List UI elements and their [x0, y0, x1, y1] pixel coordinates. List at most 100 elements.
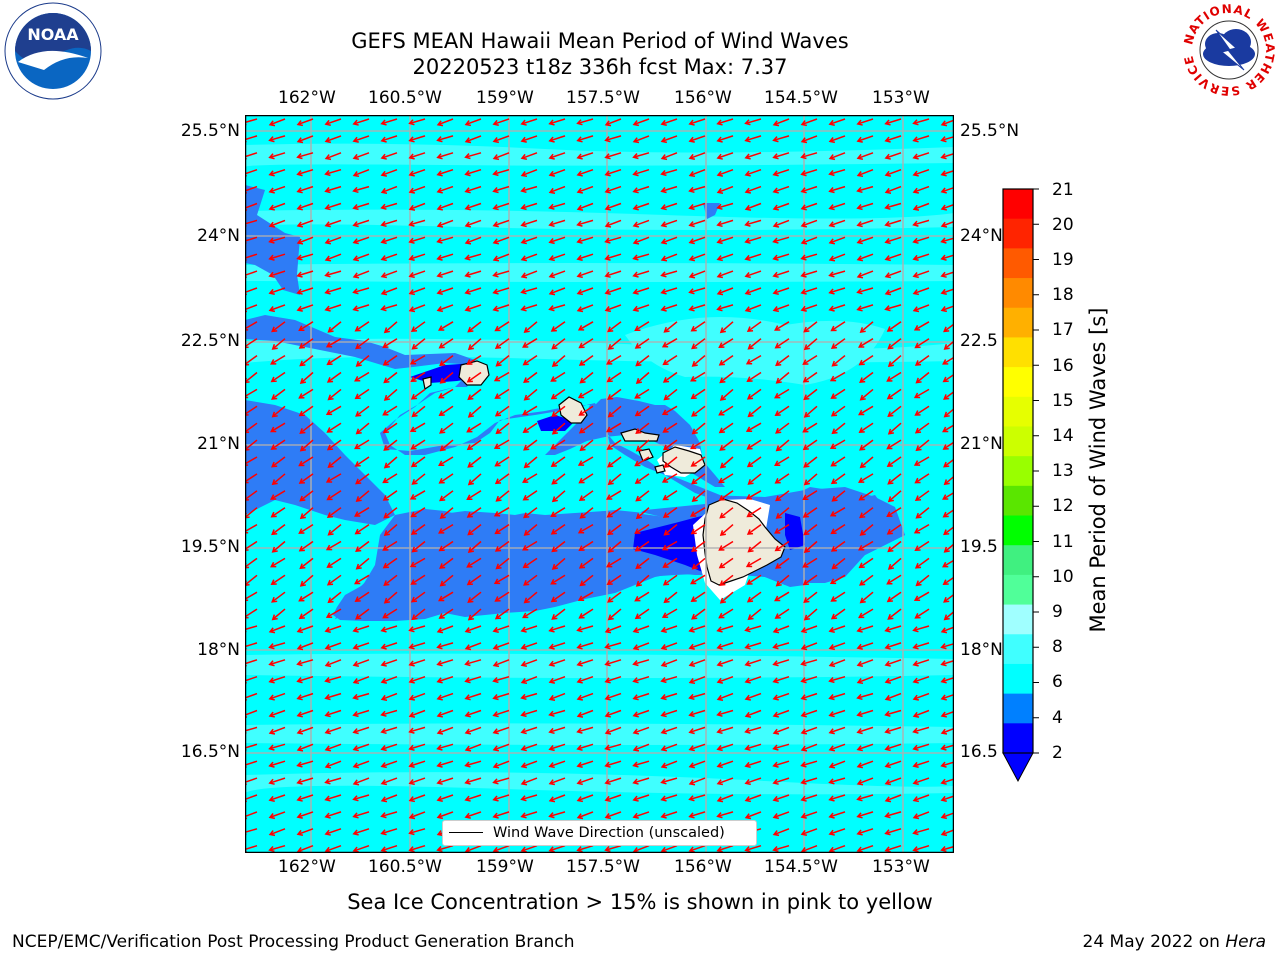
wind-wave-arrow	[296, 135, 314, 144]
wind-wave-arrow	[856, 304, 874, 312]
wind-wave-arrow	[408, 168, 426, 177]
wind-wave-arrow	[299, 371, 314, 384]
wind-wave-arrow	[716, 152, 734, 160]
wind-wave-arrow	[856, 642, 874, 650]
wind-wave-arrow	[466, 354, 482, 365]
wind-wave-arrow	[522, 422, 538, 433]
wind-wave-arrow	[716, 675, 734, 684]
wind-wave-arrow	[660, 152, 678, 161]
wind-wave-arrow	[408, 135, 426, 143]
wind-wave-arrow	[299, 422, 314, 434]
wind-wave-arrow	[774, 608, 790, 619]
chart-title-line1: GEFS MEAN Hawaii Mean Period of Wind Wav…	[351, 29, 849, 53]
wind-wave-arrow	[271, 321, 286, 333]
wind-wave-arrow	[548, 760, 566, 769]
colorbar-tick-label: 12	[1052, 496, 1074, 516]
wind-wave-arrow	[856, 844, 874, 853]
wind-wave-arrow	[884, 202, 902, 210]
wind-wave-direction-arrows	[245, 118, 954, 853]
wind-wave-arrow	[856, 253, 874, 262]
colorbar-tick-label: 17	[1052, 320, 1074, 340]
colorbar-block	[1003, 248, 1033, 279]
wind-wave-arrow	[299, 557, 314, 570]
wind-wave-arrow	[632, 287, 650, 295]
wind-wave-arrow	[551, 490, 566, 503]
wind-wave-arrow	[410, 574, 426, 585]
wind-wave-arrow	[380, 185, 398, 194]
wind-wave-arrow	[354, 439, 370, 450]
wind-wave-arrow	[576, 709, 594, 718]
wind-wave-arrow	[607, 388, 622, 400]
wind-wave-arrow	[326, 422, 342, 433]
wind-wave-arrow	[688, 253, 706, 262]
wind-wave-arrow	[660, 675, 678, 684]
wind-wave-arrow	[716, 844, 734, 853]
wind-wave-arrow	[604, 118, 622, 127]
wind-wave-arrow	[607, 540, 622, 553]
wind-wave-arrow	[746, 456, 762, 468]
wind-wave-arrow	[632, 760, 650, 768]
wind-wave-arrow	[887, 557, 902, 570]
wind-wave-arrow	[606, 507, 622, 518]
wind-wave-arrow	[467, 591, 482, 603]
wind-wave-arrow	[380, 844, 398, 853]
wind-wave-arrow	[464, 135, 482, 144]
wind-wave-arrow	[607, 338, 622, 350]
wind-wave-arrow	[831, 355, 846, 367]
wind-wave-arrow	[884, 287, 902, 296]
wind-wave-arrow	[411, 473, 426, 485]
wind-wave-arrow	[800, 304, 818, 312]
footer-date-text: 24 May 2022 on	[1082, 932, 1226, 952]
wind-wave-arrow	[548, 219, 566, 228]
wind-wave-arrow	[271, 591, 286, 603]
wind-wave-arrow	[604, 726, 622, 735]
wind-wave-arrow	[520, 625, 538, 633]
wind-wave-arrow	[408, 709, 426, 718]
wind-wave-arrow	[716, 185, 734, 194]
wind-wave-arrow	[383, 439, 398, 451]
wind-wave-arrow	[688, 659, 706, 667]
wind-wave-arrow	[744, 219, 762, 227]
wind-wave-arrow	[576, 794, 594, 803]
wind-wave-arrow	[438, 388, 454, 399]
wind-wave-arrow	[718, 608, 734, 619]
wind-wave-arrow	[576, 135, 594, 143]
wind-wave-arrow	[520, 760, 538, 769]
wind-wave-arrow	[606, 557, 622, 568]
wind-wave-arrow	[576, 202, 594, 211]
wind-wave-arrow	[912, 692, 930, 701]
wind-wave-arrow	[660, 253, 678, 262]
wind-wave-arrow	[803, 388, 818, 401]
lon-tick-bottom: 156°W	[674, 857, 732, 877]
wind-wave-arrow	[884, 777, 902, 786]
wind-wave-arrow	[940, 829, 954, 837]
wind-wave-arrow	[940, 626, 954, 634]
wind-wave-arrow	[296, 692, 314, 701]
wind-wave-arrow	[856, 760, 874, 769]
wind-wave-arrow	[467, 388, 482, 401]
wind-wave-arrow	[324, 236, 342, 245]
wind-wave-arrow	[408, 794, 426, 803]
wind-wave-arrow	[436, 659, 454, 667]
wind-wave-arrow	[550, 388, 566, 400]
wind-wave-arrow	[859, 507, 874, 519]
wind-wave-arrow	[324, 253, 342, 262]
wind-wave-arrow	[940, 659, 954, 667]
wind-wave-arrow	[576, 844, 594, 853]
wind-wave-arrow	[576, 118, 594, 126]
wind-wave-arrow	[604, 760, 622, 768]
wind-wave-arrow	[772, 219, 790, 228]
wind-wave-arrow	[716, 287, 734, 296]
wind-wave-arrow	[828, 135, 846, 144]
wind-wave-arrow	[492, 709, 510, 718]
wind-wave-arrow	[578, 608, 594, 619]
colorbar-tick-label: 14	[1052, 426, 1074, 446]
wind-wave-arrow	[352, 304, 370, 312]
wind-wave-arrow	[298, 388, 314, 399]
wind-wave-arrow	[943, 543, 954, 553]
wind-wave-arrow	[578, 354, 594, 366]
wind-wave-arrow	[800, 828, 818, 836]
wind-wave-arrow	[438, 405, 454, 417]
wind-wave-arrow	[464, 794, 482, 802]
wind-wave-arrow	[550, 507, 566, 517]
